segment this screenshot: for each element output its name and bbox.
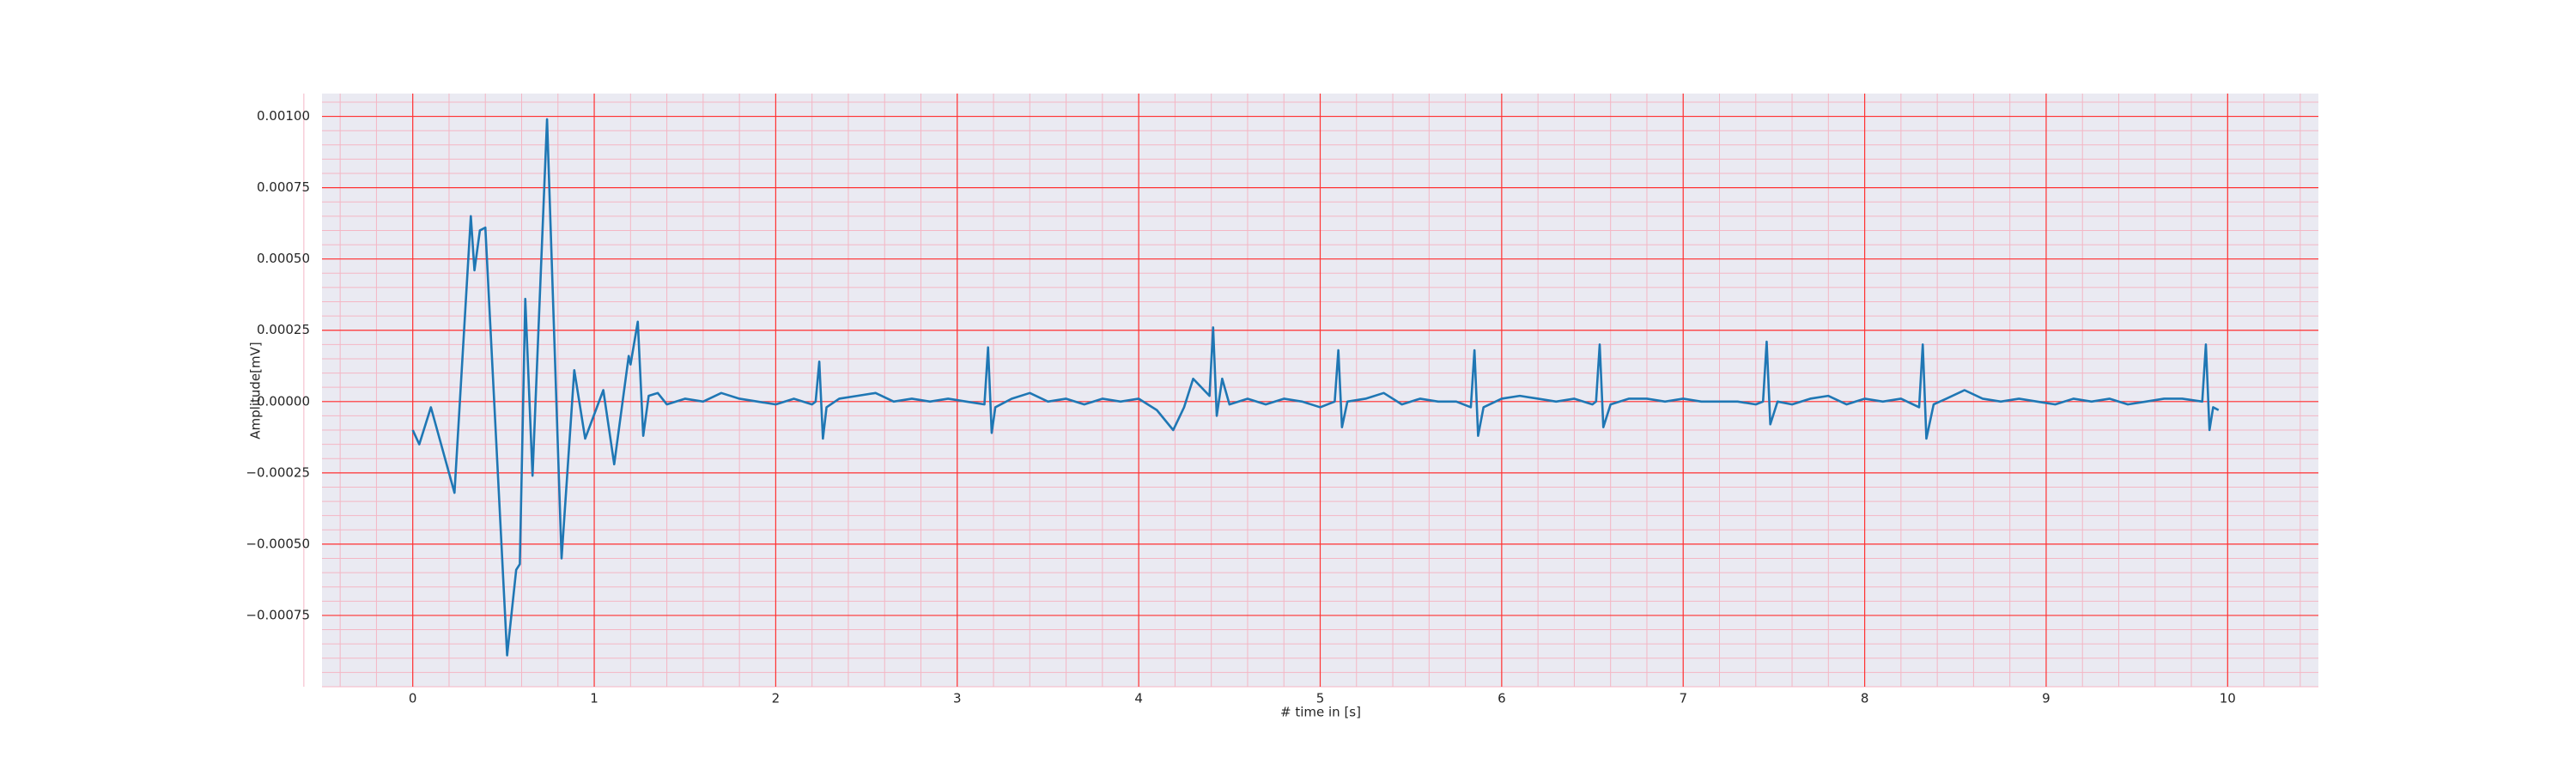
x-tick-label: 2 — [772, 691, 781, 706]
y-tick-label: −0.00050 — [246, 536, 310, 551]
x-tick-label: 0 — [409, 691, 417, 706]
y-tick-label: 0.00025 — [257, 322, 310, 337]
y-tick-label: 0.00100 — [257, 108, 310, 124]
ecg-line — [411, 118, 2220, 657]
x-tick-label: 4 — [1134, 691, 1143, 706]
x-tick-label: 3 — [953, 691, 962, 706]
x-tick-label: 7 — [1679, 691, 1687, 706]
x-tick-label: 5 — [1316, 691, 1325, 706]
y-tick-label: −0.00025 — [246, 464, 310, 480]
x-axis-label: # time in [s] — [1280, 705, 1361, 720]
y-axis-label: Amplitude[mV] — [248, 342, 264, 439]
y-tick-label: −0.00075 — [246, 607, 310, 622]
y-tick-label: 0.00050 — [257, 251, 310, 266]
x-tick-label: 8 — [1861, 691, 1869, 706]
x-tick-label: 10 — [2220, 691, 2236, 706]
y-tick-label: 0.00075 — [257, 179, 310, 195]
x-tick-label: 1 — [590, 691, 598, 706]
x-tick-label: 9 — [2042, 691, 2050, 706]
y-tick-label: 0.00000 — [257, 393, 310, 409]
x-tick-label: 6 — [1498, 691, 1506, 706]
